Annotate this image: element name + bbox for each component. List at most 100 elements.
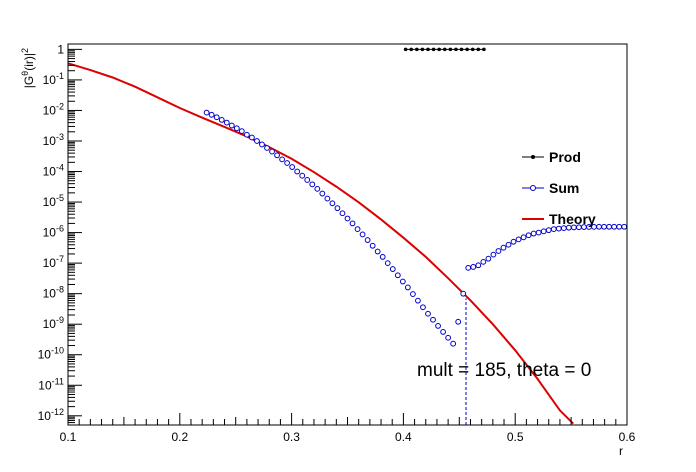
sum-point bbox=[525, 232, 532, 239]
sum-point bbox=[339, 210, 346, 217]
sum-point bbox=[450, 340, 457, 347]
prod-point bbox=[459, 47, 464, 52]
x-tick-label: 0.6 bbox=[619, 430, 636, 444]
prod-point bbox=[431, 47, 436, 52]
sum-point bbox=[203, 109, 210, 116]
annotation-text: mult = 185, theta = 0 bbox=[417, 360, 591, 381]
y-axis-label: |Gθ(ir)|2 bbox=[20, 48, 36, 88]
sum-point bbox=[399, 278, 406, 285]
sum-point bbox=[294, 168, 301, 175]
y-tick-label: 10-8 bbox=[43, 285, 64, 301]
sum-point bbox=[384, 260, 391, 267]
theory-series-line bbox=[67, 62, 575, 425]
sum-point bbox=[218, 117, 225, 123]
y-tick-label: 10-2 bbox=[43, 101, 64, 117]
sum-point bbox=[515, 236, 522, 243]
y-tick-label: 10-7 bbox=[43, 254, 64, 270]
sum-point bbox=[500, 244, 507, 251]
sum-point bbox=[550, 226, 557, 233]
sum-point bbox=[223, 119, 230, 126]
sum-point bbox=[274, 152, 280, 159]
sum-point bbox=[465, 264, 472, 271]
x-tick-label: 0.4 bbox=[395, 430, 412, 444]
sum-point bbox=[269, 148, 275, 155]
sum-point bbox=[309, 181, 316, 188]
sum-point bbox=[379, 253, 386, 260]
sum-point bbox=[445, 334, 452, 341]
sum-point bbox=[410, 291, 416, 297]
sum-point bbox=[596, 223, 602, 230]
sum-point bbox=[208, 111, 215, 118]
sum-point bbox=[485, 255, 492, 262]
sum-point bbox=[420, 304, 426, 311]
legend-sum-marker bbox=[530, 185, 536, 191]
sum-point bbox=[364, 237, 371, 243]
y-tick-label: 10-5 bbox=[43, 193, 64, 209]
sum-point bbox=[394, 272, 401, 279]
sum-point bbox=[344, 215, 351, 222]
prod-point bbox=[470, 47, 475, 52]
sum-point bbox=[545, 227, 552, 234]
prod-point bbox=[403, 47, 408, 52]
sum-point bbox=[490, 251, 497, 258]
y-tick-label: 10-4 bbox=[43, 163, 64, 179]
sum-point bbox=[319, 190, 326, 197]
prod-point bbox=[476, 47, 481, 52]
sum-point bbox=[213, 114, 220, 121]
sum-point bbox=[425, 310, 431, 317]
prod-point bbox=[465, 47, 469, 52]
sum-point bbox=[404, 284, 411, 291]
sum-point bbox=[505, 241, 512, 248]
sum-point bbox=[455, 318, 462, 325]
sum-point bbox=[304, 177, 311, 183]
sum-point bbox=[495, 248, 502, 254]
prod-point bbox=[426, 47, 430, 52]
sum-point bbox=[460, 290, 467, 297]
y-tick-label: 10-6 bbox=[43, 224, 64, 240]
x-tick-label: 0.1 bbox=[60, 430, 77, 444]
sum-point bbox=[621, 223, 628, 230]
sum-point bbox=[601, 223, 607, 230]
sum-point bbox=[611, 223, 618, 230]
prod-point bbox=[442, 47, 447, 52]
sum-point bbox=[289, 164, 296, 170]
sum-point bbox=[359, 231, 366, 238]
sum-point bbox=[470, 264, 477, 270]
sum-point bbox=[334, 205, 341, 212]
prod-point bbox=[415, 47, 419, 52]
sum-point bbox=[520, 234, 527, 241]
x-axis-label: r bbox=[619, 444, 623, 458]
prod-point bbox=[482, 47, 486, 52]
sum-point bbox=[264, 145, 270, 151]
legend-label-sum: Sum bbox=[549, 180, 579, 196]
legend-label-prod: Prod bbox=[549, 149, 581, 165]
y-tick-label: 10-10 bbox=[38, 346, 64, 362]
sum-point bbox=[540, 228, 547, 235]
sum-point bbox=[430, 316, 436, 323]
legend-prod-marker bbox=[531, 155, 535, 159]
sum-point bbox=[314, 185, 321, 192]
sum-point bbox=[279, 156, 285, 163]
x-tick-label: 0.3 bbox=[283, 430, 300, 444]
sum-point bbox=[389, 266, 396, 272]
sum-point bbox=[369, 242, 376, 249]
sum-point bbox=[243, 131, 250, 138]
sum-point bbox=[440, 328, 446, 335]
y-tick-label: 10-11 bbox=[38, 376, 64, 392]
sum-point bbox=[374, 248, 381, 255]
prod-point bbox=[437, 47, 441, 52]
sum-point bbox=[349, 220, 356, 227]
sum-point bbox=[238, 128, 245, 135]
sum-point bbox=[530, 230, 537, 237]
sum-point bbox=[354, 226, 361, 233]
prod-point bbox=[454, 47, 458, 52]
sum-point bbox=[616, 223, 623, 230]
sum-point bbox=[259, 141, 265, 148]
y-tick-label: 10-1 bbox=[43, 71, 64, 87]
prod-point bbox=[409, 47, 414, 52]
prod-point bbox=[420, 47, 425, 52]
y-tick-label: 10-12 bbox=[38, 407, 64, 423]
sum-point bbox=[299, 172, 306, 179]
sum-point bbox=[475, 262, 482, 269]
